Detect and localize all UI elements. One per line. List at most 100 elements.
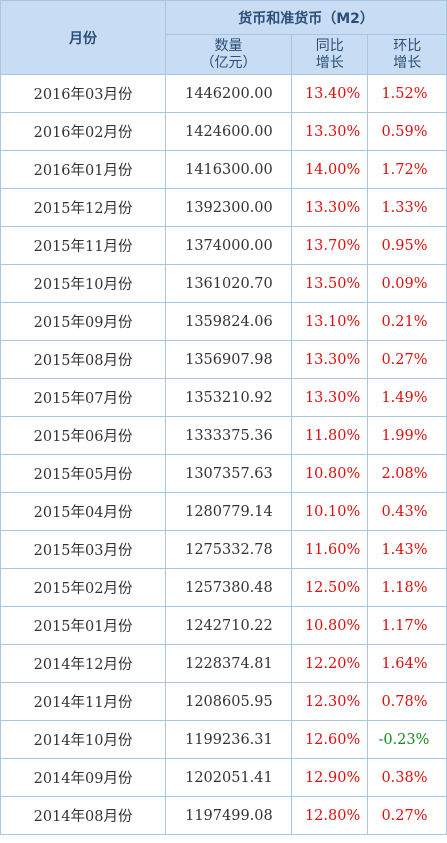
quantity-cell: 1416300.00 [165, 150, 292, 189]
table-row: 2014年11月份 1208605.95 12.30% 0.78% [0, 682, 447, 721]
quantity-cell: 1257380.48 [165, 568, 292, 607]
yoy-growth-cell: 12.80% [290, 796, 369, 835]
mom-growth-cell: 0.38% [367, 758, 447, 797]
mom-growth-cell: 2.08% [367, 454, 447, 493]
yoy-growth-cell: 10.80% [290, 606, 369, 645]
quantity-cell: 1333375.36 [165, 416, 292, 455]
yoy-growth-cell: 13.30% [290, 378, 369, 417]
yoy-growth-cell: 14.00% [290, 150, 369, 189]
month-cell: 2014年11月份 [0, 682, 167, 721]
header-quantity: 数量 （亿元） [165, 34, 292, 75]
table-row: 2015年01月份 1242710.22 10.80% 1.17% [0, 606, 447, 645]
table-row: 2015年07月份 1353210.92 13.30% 1.49% [0, 378, 447, 417]
table-row: 2015年06月份 1333375.36 11.80% 1.99% [0, 416, 447, 455]
yoy-growth-cell: 12.60% [290, 720, 369, 759]
yoy-growth-cell: 11.80% [290, 416, 369, 455]
table-row: 2015年10月份 1361020.70 13.50% 0.09% [0, 264, 447, 303]
mom-growth-cell: 1.43% [367, 530, 447, 569]
yoy-growth-cell: 13.10% [290, 302, 369, 341]
quantity-cell: 1356907.98 [165, 340, 292, 379]
month-cell: 2015年10月份 [0, 264, 167, 303]
yoy-growth-cell: 13.30% [290, 188, 369, 227]
month-cell: 2016年03月份 [0, 74, 167, 113]
mom-growth-cell: 1.52% [367, 74, 447, 113]
month-cell: 2015年09月份 [0, 302, 167, 341]
quantity-cell: 1392300.00 [165, 188, 292, 227]
mom-growth-cell: 1.18% [367, 568, 447, 607]
month-cell: 2015年11月份 [0, 226, 167, 265]
month-cell: 2014年10月份 [0, 720, 167, 759]
yoy-growth-cell: 11.60% [290, 530, 369, 569]
month-cell: 2014年09月份 [0, 758, 167, 797]
header-yoy-line1: 同比 [315, 37, 344, 54]
quantity-cell: 1424600.00 [165, 112, 292, 151]
table-row: 2014年10月份 1199236.31 12.60% -0.23% [0, 720, 447, 759]
table-row: 2016年03月份 1446200.00 13.40% 1.52% [0, 74, 447, 113]
mom-growth-cell: 0.78% [367, 682, 447, 721]
table-row: 2016年02月份 1424600.00 13.30% 0.59% [0, 112, 447, 151]
header-mom-line1: 环比 [393, 37, 422, 54]
yoy-growth-cell: 13.50% [290, 264, 369, 303]
header-quantity-line2: （亿元） [200, 54, 257, 71]
month-cell: 2015年12月份 [0, 188, 167, 227]
yoy-growth-cell: 13.40% [290, 74, 369, 113]
table-row: 2015年11月份 1374000.00 13.70% 0.95% [0, 226, 447, 265]
mom-growth-cell: 0.21% [367, 302, 447, 341]
yoy-growth-cell: 12.30% [290, 682, 369, 721]
quantity-cell: 1197499.08 [165, 796, 292, 835]
mom-growth-cell: 0.43% [367, 492, 447, 531]
month-cell: 2015年03月份 [0, 530, 167, 569]
table-row: 2015年08月份 1356907.98 13.30% 0.27% [0, 340, 447, 379]
mom-growth-cell: -0.23% [367, 720, 447, 759]
month-cell: 2016年01月份 [0, 150, 167, 189]
quantity-cell: 1199236.31 [165, 720, 292, 759]
mom-growth-cell: 1.33% [367, 188, 447, 227]
month-cell: 2015年02月份 [0, 568, 167, 607]
mom-growth-cell: 1.99% [367, 416, 447, 455]
table-row: 2016年01月份 1416300.00 14.00% 1.72% [0, 150, 447, 189]
yoy-growth-cell: 12.20% [290, 644, 369, 683]
quantity-cell: 1275332.78 [165, 530, 292, 569]
month-cell: 2016年02月份 [0, 112, 167, 151]
table-row: 2015年04月份 1280779.14 10.10% 0.43% [0, 492, 447, 531]
mom-growth-cell: 0.27% [367, 340, 447, 379]
table-row: 2015年05月份 1307357.63 10.80% 2.08% [0, 454, 447, 493]
month-cell: 2015年05月份 [0, 454, 167, 493]
table-body: 2016年03月份 1446200.00 13.40% 1.52% 2016年02月份 1… [0, 74, 447, 835]
month-cell: 2014年12月份 [0, 644, 167, 683]
header-mom-line2: 增长 [393, 54, 422, 71]
mom-growth-cell: 0.59% [367, 112, 447, 151]
header-yoy-growth: 同比 增长 [290, 34, 369, 75]
table-row: 2014年09月份 1202051.41 12.90% 0.38% [0, 758, 447, 797]
mom-growth-cell: 1.64% [367, 644, 447, 683]
quantity-cell: 1208605.95 [165, 682, 292, 721]
quantity-cell: 1307357.63 [165, 454, 292, 493]
mom-growth-cell: 1.49% [367, 378, 447, 417]
yoy-growth-cell: 13.30% [290, 112, 369, 151]
month-cell: 2014年08月份 [0, 796, 167, 835]
yoy-growth-cell: 12.50% [290, 568, 369, 607]
table-row: 2015年03月份 1275332.78 11.60% 1.43% [0, 530, 447, 569]
table-row: 2014年12月份 1228374.81 12.20% 1.64% [0, 644, 447, 683]
table-row: 2015年12月份 1392300.00 13.30% 1.33% [0, 188, 447, 227]
month-cell: 2015年08月份 [0, 340, 167, 379]
quantity-cell: 1242710.22 [165, 606, 292, 645]
header-yoy-line2: 增长 [315, 54, 344, 71]
quantity-cell: 1446200.00 [165, 74, 292, 113]
table-row: 2015年02月份 1257380.48 12.50% 1.18% [0, 568, 447, 607]
month-cell: 2015年01月份 [0, 606, 167, 645]
table-row: 2015年09月份 1359824.06 13.10% 0.21% [0, 302, 447, 341]
quantity-cell: 1359824.06 [165, 302, 292, 341]
quantity-cell: 1280779.14 [165, 492, 292, 531]
header-month: 月份 [0, 0, 167, 75]
quantity-cell: 1353210.92 [165, 378, 292, 417]
yoy-growth-cell: 13.70% [290, 226, 369, 265]
yoy-growth-cell: 12.90% [290, 758, 369, 797]
yoy-growth-cell: 13.30% [290, 340, 369, 379]
month-cell: 2015年06月份 [0, 416, 167, 455]
quantity-cell: 1361020.70 [165, 264, 292, 303]
month-cell: 2015年04月份 [0, 492, 167, 531]
quantity-cell: 1202051.41 [165, 758, 292, 797]
table-row: 2014年08月份 1197499.08 12.80% 0.27% [0, 796, 447, 835]
